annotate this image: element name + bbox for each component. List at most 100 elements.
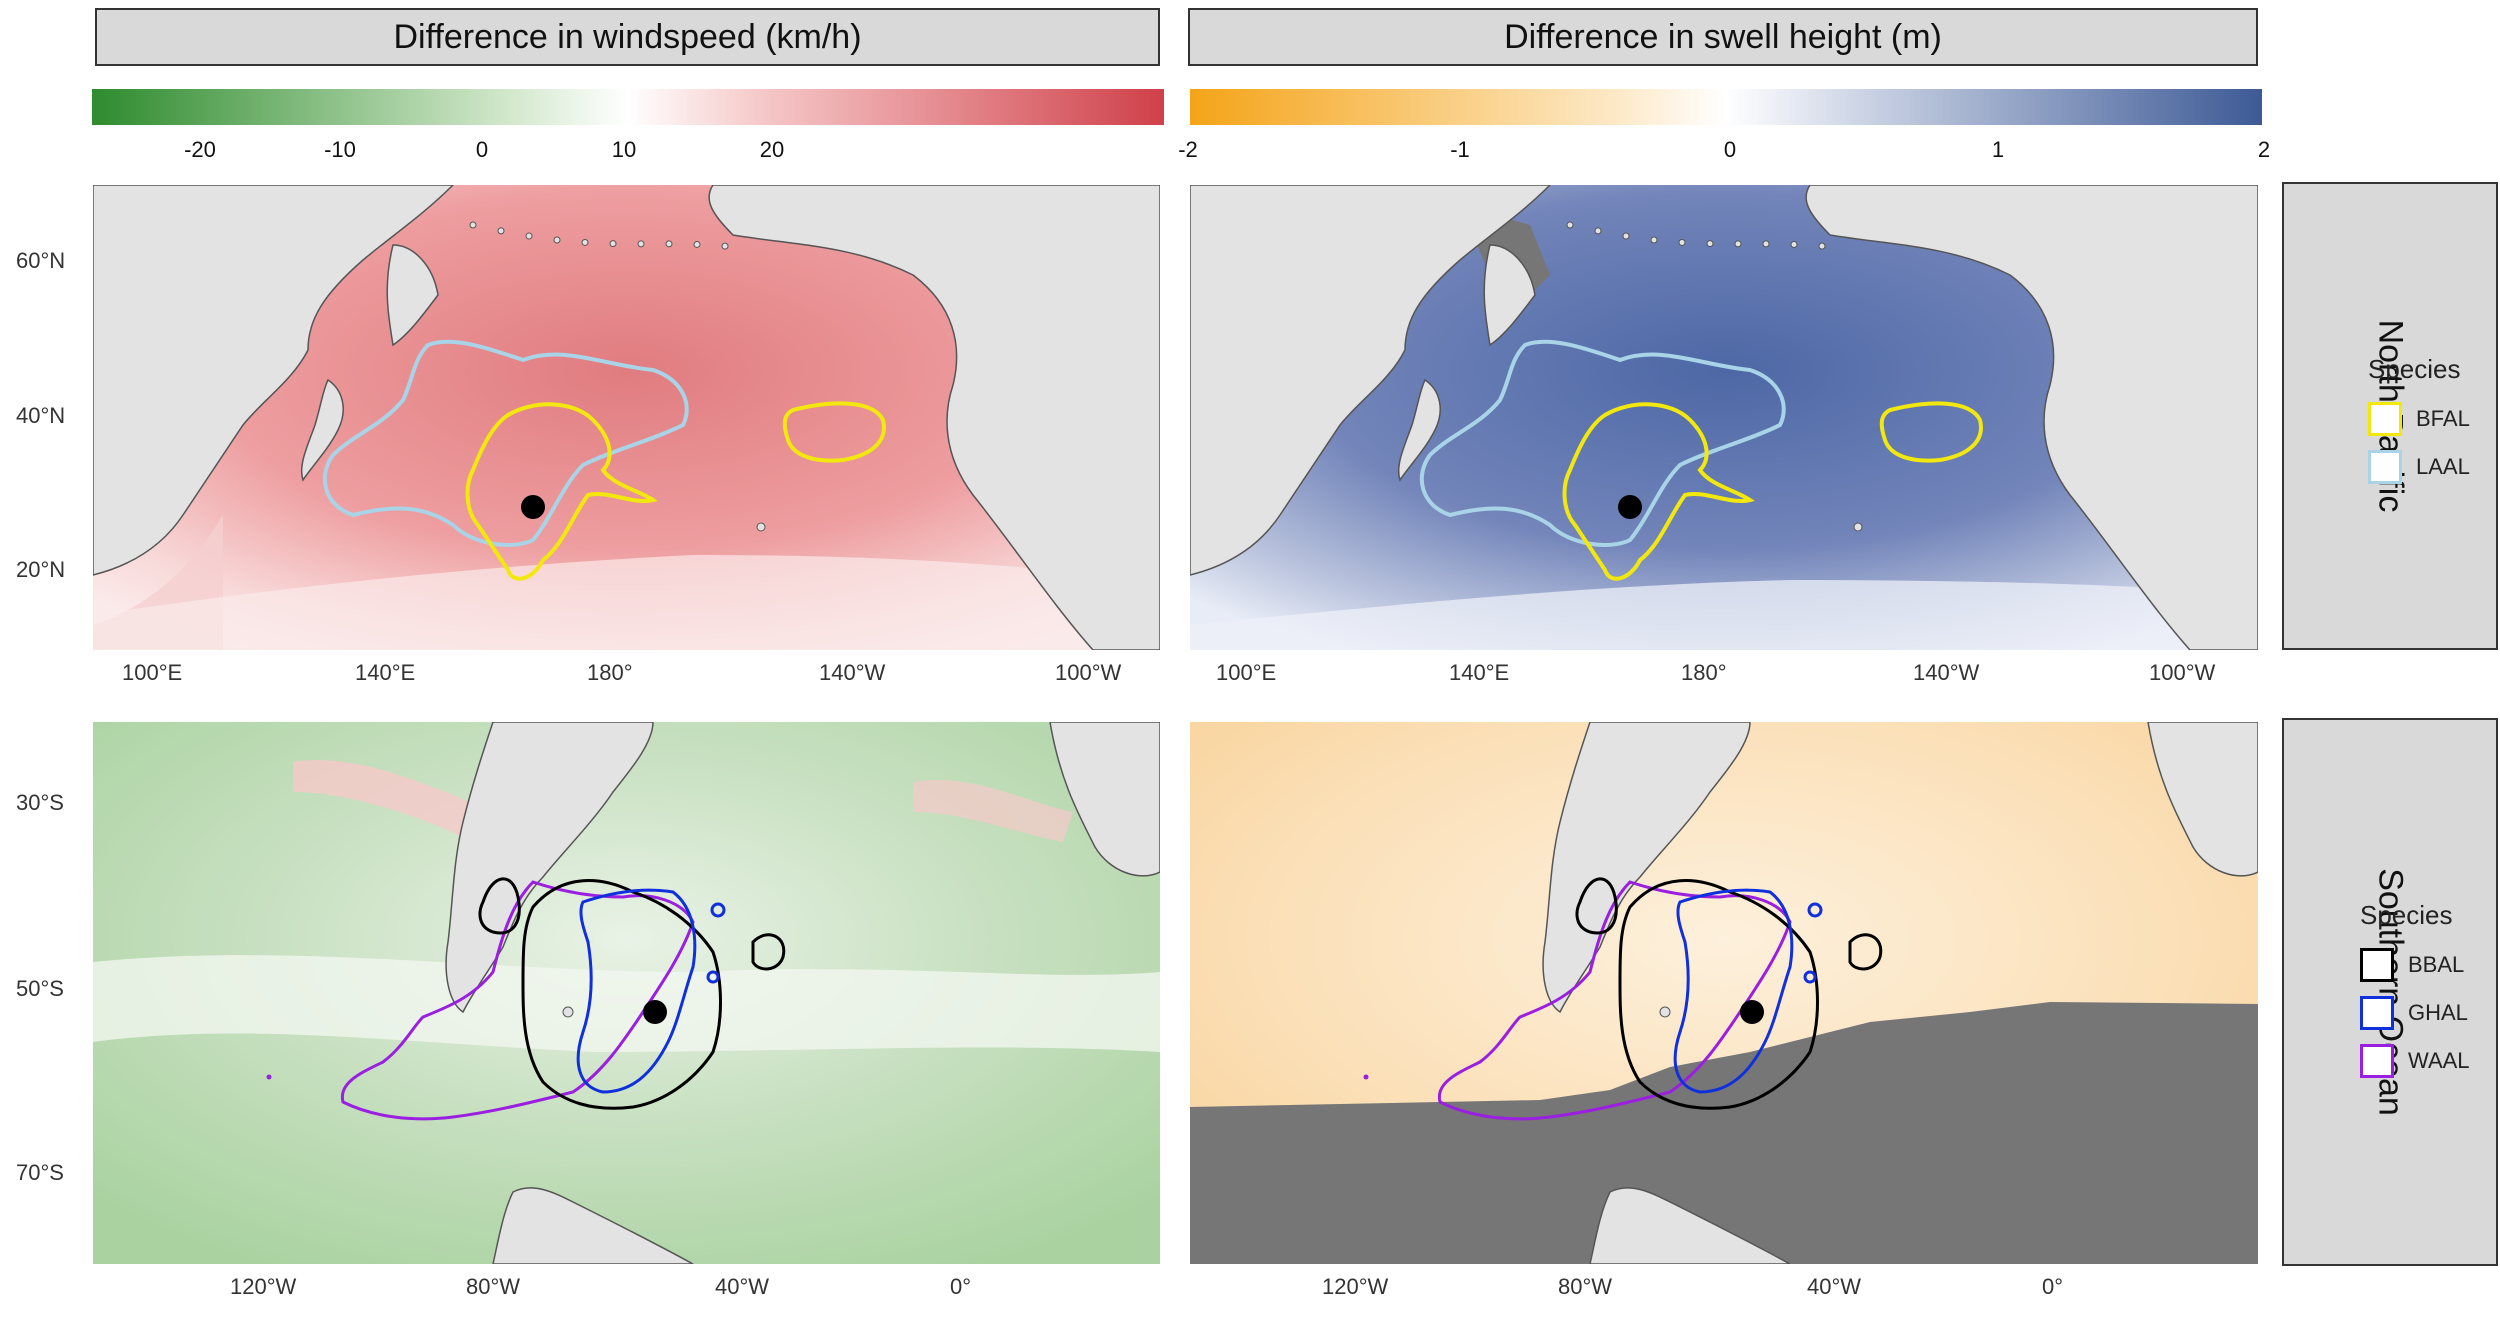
- aleutian-island: [665, 240, 673, 248]
- lat-tick-label: 20°N: [16, 557, 66, 582]
- lon-tick-label: 40°W: [1807, 1274, 1862, 1299]
- bfal-range-contour: [782, 401, 886, 463]
- lon-tick-label: 100°E: [1216, 660, 1277, 685]
- legend-key-laal: [2368, 450, 2402, 484]
- lon-tick-label: 120°W: [1322, 1274, 1389, 1299]
- aleutian-island: [1594, 227, 1602, 235]
- bbal-range-contour: [1848, 933, 1883, 971]
- asia-landmass: [1190, 185, 1552, 576]
- lon-tick-label: 40°W: [715, 1274, 770, 1299]
- wind-colorbar-tick-label: 0: [475, 137, 489, 162]
- africa-landmass: [2147, 722, 2258, 877]
- colony-marker: [1740, 1000, 1764, 1024]
- row-strip-southern-ocean: Southern Ocean: [2282, 718, 2498, 1266]
- swell-panel-title-text: Difference in swell height (m): [1504, 17, 1942, 56]
- swell-colorbar-tick-label: -1: [1450, 137, 1470, 162]
- lon-tick-label: 180°: [1681, 660, 1727, 685]
- colony-marker: [643, 1000, 667, 1024]
- colony-marker: [1618, 495, 1642, 519]
- lon-tick-label: 180°: [587, 660, 633, 685]
- africa-landmass: [1049, 722, 1160, 877]
- hawaii-island: [756, 522, 766, 532]
- japan-islands: [1398, 378, 1441, 482]
- swell-panel-title: Difference in swell height (m): [1188, 8, 2258, 66]
- swell-colorbar-tick-label: -2: [1178, 137, 1198, 162]
- lon-tick-label: 100°W: [1055, 660, 1122, 685]
- north-america-landmass: [708, 185, 1160, 650]
- lat-tick-label: 50°S: [16, 976, 64, 1001]
- no-data-area: [1190, 1002, 2258, 1264]
- southern-ocean-swell-map: [1190, 722, 2258, 1264]
- positive-anomaly: [293, 760, 493, 842]
- southern-ocean-wind-map: [93, 722, 1160, 1264]
- aleutian-island: [497, 227, 505, 235]
- wind-colorbar: [92, 89, 1164, 125]
- bfal-range-contour: [1879, 401, 1983, 463]
- aleutian-island: [637, 240, 645, 248]
- legend-key-bbal: [2360, 948, 2394, 982]
- legend-key-ghal: [2360, 996, 2394, 1030]
- aleutian-island: [721, 242, 729, 250]
- aleutian-island: [1734, 240, 1742, 248]
- ocean-field: [1190, 580, 2258, 650]
- south-america-landmass: [1542, 722, 1751, 1014]
- legend-item: BBAL: [2360, 941, 2470, 989]
- aleutian-island: [1706, 240, 1714, 248]
- asia-landmass: [93, 185, 455, 576]
- falkland-islands: [1659, 1006, 1671, 1018]
- bbal-range-contour: [478, 877, 521, 935]
- kamchatka-peninsula: [1483, 244, 1536, 347]
- aleutian-island: [469, 221, 477, 229]
- waal-point: [266, 1074, 272, 1080]
- waal-point: [1363, 1074, 1369, 1080]
- legend-label: BFAL: [2416, 406, 2470, 431]
- aleutian-island: [1678, 238, 1686, 246]
- lon-tick-label: 80°W: [1558, 1274, 1613, 1299]
- wind-colorbar-tick-label: 10: [611, 137, 637, 162]
- colony-marker: [521, 495, 545, 519]
- aleutian-island: [1566, 221, 1574, 229]
- aleutian-island: [525, 232, 533, 240]
- north-america-landmass: [1805, 185, 2258, 650]
- swell-colorbar-tick-label: 2: [2257, 137, 2271, 162]
- aleutian-island: [609, 240, 617, 248]
- ghal-range-contour: [710, 902, 726, 918]
- wind-colorbar-tick-label: -20: [184, 137, 216, 162]
- hawaii-island: [1853, 522, 1863, 532]
- ocean-field: [93, 555, 1160, 650]
- ghal-range-contour: [576, 888, 697, 1094]
- bbal-range-contour: [751, 933, 786, 971]
- japan-islands: [301, 378, 344, 482]
- north-pacific-swell-map: [1190, 185, 2258, 650]
- lat-tick-label: 40°N: [16, 403, 66, 428]
- ghal-range-contour: [706, 970, 720, 984]
- legend-item: BFAL: [2368, 395, 2470, 443]
- aleutian-island: [1790, 240, 1798, 248]
- bfal-range-contour: [465, 402, 658, 581]
- swell-colorbar-tick-label: 0: [1723, 137, 1737, 162]
- lon-tick-label: 0°: [950, 1274, 972, 1299]
- lon-tick-label: 0°: [2042, 1274, 2064, 1299]
- kamchatka-peninsula: [386, 244, 439, 347]
- swell-colorbar: [1190, 89, 2262, 125]
- falkland-islands: [562, 1006, 574, 1018]
- legend-north-pacific: Species BFAL LAAL: [2368, 354, 2470, 491]
- aleutian-island: [693, 240, 701, 248]
- lat-tick-label: 30°S: [16, 790, 64, 815]
- south-america-landmass: [445, 722, 654, 1014]
- lon-tick-label: 140°E: [355, 660, 416, 685]
- legend-item: GHAL: [2360, 989, 2470, 1037]
- laal-range-contour: [322, 339, 689, 547]
- wind-panel-title: Difference in windspeed (km/h): [95, 8, 1160, 66]
- ghal-range-contour: [1807, 902, 1823, 918]
- antarctic-peninsula: [1589, 1187, 1791, 1264]
- lon-tick-label: 120°W: [230, 1274, 297, 1299]
- aleutian-island: [553, 236, 561, 244]
- bbal-range-contour: [521, 879, 722, 1110]
- lon-tick-label: 100°W: [2149, 660, 2216, 685]
- legend-label: WAAL: [2408, 1048, 2470, 1073]
- positive-anomaly: [913, 779, 1073, 842]
- aleutian-island: [1650, 236, 1658, 244]
- ghal-range-contour: [1803, 970, 1817, 984]
- aleutian-island: [1762, 240, 1770, 248]
